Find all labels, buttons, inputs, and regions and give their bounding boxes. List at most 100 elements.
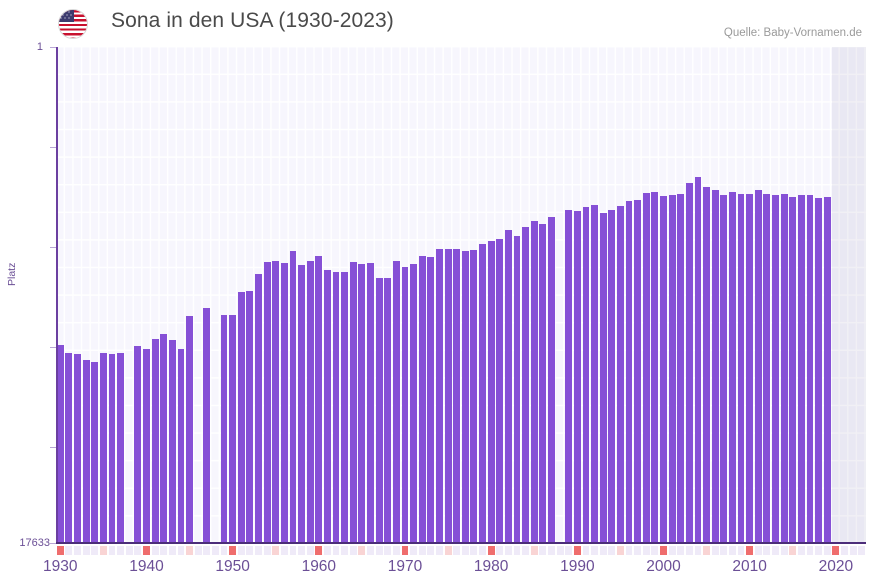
bar — [375, 277, 383, 544]
x-tick-faint — [298, 546, 306, 555]
bar — [427, 256, 435, 544]
x-tick-faint — [728, 546, 736, 555]
bar — [582, 207, 590, 544]
x-tick-faint — [134, 546, 142, 555]
x-tick-minor — [186, 546, 193, 555]
x-tick-minor — [272, 546, 280, 555]
x-tick-major — [832, 546, 840, 555]
x-axis-tick-label: 1940 — [129, 558, 164, 575]
bar — [177, 348, 185, 544]
x-tick-faint — [496, 546, 504, 555]
bar — [65, 352, 73, 544]
bar — [608, 209, 616, 544]
x-axis-tick-strip — [56, 546, 866, 555]
bar — [677, 193, 685, 544]
x-tick-faint — [65, 546, 73, 555]
x-tick-major — [401, 546, 409, 555]
bar — [470, 249, 478, 544]
bar — [728, 192, 736, 544]
x-tick-faint — [220, 546, 228, 555]
bar — [522, 227, 530, 544]
x-tick-major — [229, 546, 237, 555]
x-tick-faint — [367, 546, 374, 555]
x-axis-tick-label: 1930 — [43, 558, 78, 575]
x-tick-faint — [410, 546, 418, 555]
x-tick-faint — [582, 546, 590, 555]
bar — [384, 277, 392, 544]
x-tick-faint — [513, 546, 521, 555]
x-axis-tick-label: 1960 — [301, 558, 337, 575]
bar — [436, 249, 443, 544]
y-axis-tick-mark — [50, 543, 56, 545]
bar — [479, 243, 486, 544]
bar — [754, 190, 762, 544]
x-tick-faint — [806, 546, 814, 555]
bar — [418, 255, 426, 544]
us-flag-icon — [58, 9, 88, 39]
x-axis-tick-label: 1990 — [560, 558, 595, 575]
x-tick-faint — [823, 546, 831, 555]
bar — [737, 194, 745, 544]
x-tick-faint — [797, 546, 805, 555]
x-axis-tick-label: 2020 — [818, 558, 854, 575]
x-tick-faint — [539, 546, 547, 555]
bar — [616, 205, 624, 544]
x-tick-faint — [599, 546, 607, 555]
bar — [151, 338, 159, 544]
x-tick-minor — [789, 546, 797, 555]
bar — [358, 264, 366, 544]
bar — [530, 221, 538, 544]
bar — [789, 197, 797, 544]
x-tick-faint — [280, 546, 288, 555]
y-axis-tick-mark — [50, 347, 56, 349]
x-tick-faint — [841, 546, 848, 555]
x-tick-faint — [211, 546, 219, 555]
x-tick-faint — [694, 546, 702, 555]
x-tick-faint — [763, 546, 771, 555]
x-tick-faint — [565, 546, 573, 555]
bar — [496, 238, 504, 544]
bar — [763, 194, 771, 544]
x-tick-faint — [815, 546, 823, 555]
bar — [392, 261, 400, 544]
bar — [280, 262, 288, 544]
x-tick-faint — [625, 546, 633, 555]
x-tick-faint — [74, 546, 81, 555]
bar — [99, 353, 107, 544]
bar — [220, 314, 228, 544]
bar — [711, 189, 719, 544]
bar — [134, 345, 142, 544]
bar — [685, 183, 693, 544]
x-tick-faint — [349, 546, 357, 555]
y-axis-tick-mark — [50, 247, 56, 249]
x-tick-faint — [255, 546, 262, 555]
bar — [539, 224, 547, 544]
flag-stars — [59, 10, 87, 38]
bar — [720, 195, 728, 544]
bar — [117, 352, 125, 544]
x-tick-faint — [341, 546, 349, 555]
x-tick-faint — [392, 546, 400, 555]
x-tick-major — [143, 546, 150, 555]
y-axis-top-label: 1 — [36, 41, 43, 53]
bar — [332, 272, 340, 544]
bar — [168, 339, 176, 544]
x-tick-faint — [668, 546, 676, 555]
bar — [108, 353, 116, 544]
bar — [772, 194, 779, 544]
bar — [82, 359, 90, 544]
x-tick-faint — [427, 546, 435, 555]
source-attribution: Quelle: Baby-Vornamen.de — [723, 27, 862, 39]
x-tick-faint — [160, 546, 168, 555]
x-tick-faint — [332, 546, 340, 555]
x-tick-faint — [263, 546, 271, 555]
x-tick-faint — [246, 546, 254, 555]
page-title: Sona in den USA (1930-2023) — [111, 9, 394, 32]
x-tick-faint — [375, 546, 383, 555]
x-tick-faint — [168, 546, 176, 555]
bar — [56, 345, 64, 544]
bar — [461, 250, 469, 544]
x-tick-faint — [849, 546, 857, 555]
bar — [599, 213, 607, 544]
